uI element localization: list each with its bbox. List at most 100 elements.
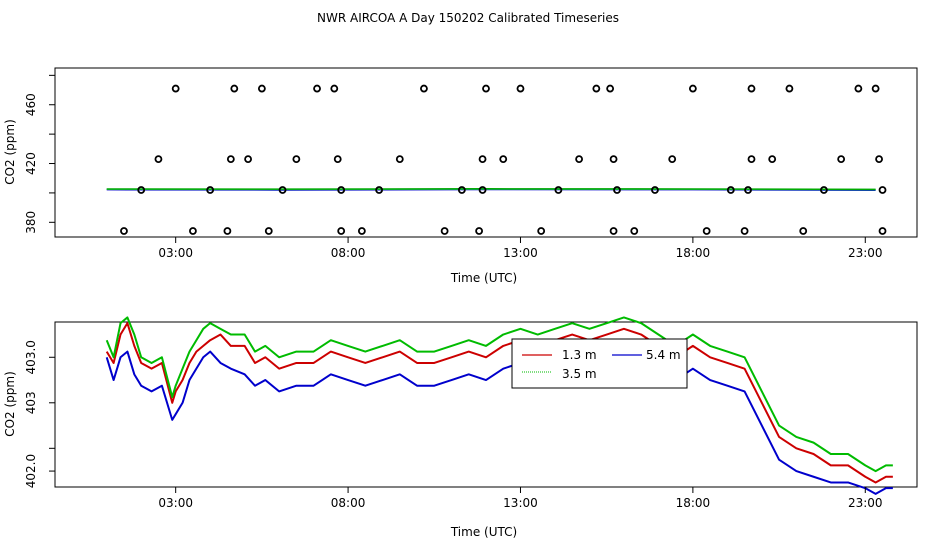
data-point <box>171 84 180 93</box>
data-point <box>120 227 128 235</box>
data-point <box>206 186 215 194</box>
data-point <box>313 84 321 93</box>
series-line-1-3-m <box>105 322 893 484</box>
chart-title: NWR AIRCOA A Day 150202 Calibrated Times… <box>317 11 619 25</box>
x-tick-label: 23:00 <box>848 496 883 510</box>
data-point <box>744 186 752 194</box>
legend: 1.3 m 5.4 m 3.5 m <box>511 338 688 389</box>
data-point <box>330 84 339 93</box>
y-tick-label: 403 <box>24 391 38 414</box>
data-point <box>609 155 618 164</box>
x-tick-label: 13:00 <box>503 246 538 260</box>
data-point <box>702 227 711 235</box>
data-point <box>747 155 756 164</box>
x-tick-label: 08:00 <box>331 246 366 260</box>
data-point <box>257 84 266 93</box>
data-point <box>395 155 404 164</box>
data-point <box>278 186 287 194</box>
data-point <box>747 84 756 93</box>
data-point <box>154 155 163 164</box>
data-point <box>688 84 697 93</box>
y-tick-label: 460 <box>24 93 38 116</box>
data-point <box>375 186 384 194</box>
data-point <box>613 186 621 194</box>
x-tick-label: 13:00 <box>503 496 538 510</box>
top-y-axis-title: CO2 (ppm) <box>3 119 17 185</box>
data-point <box>651 186 659 194</box>
data-point <box>244 155 252 164</box>
x-tick-label: 23:00 <box>848 246 883 260</box>
bottom-plot-marks <box>105 316 893 495</box>
data-point <box>740 227 749 235</box>
data-point <box>189 227 197 235</box>
data-point <box>499 155 508 164</box>
data-point <box>457 186 466 194</box>
data-point <box>606 84 615 93</box>
data-point <box>785 84 794 93</box>
data-point <box>420 84 428 93</box>
data-point <box>337 227 346 235</box>
y-tick-label: 380 <box>24 211 38 234</box>
legend-label-5-4m: 5.4 m <box>646 348 681 362</box>
data-point <box>230 84 239 93</box>
data-point <box>871 84 880 93</box>
x-tick-label: 03:00 <box>158 496 193 510</box>
bottom-x-axis: 03:00 08:00 13:00 18:00 23:00 <box>158 487 883 510</box>
data-point <box>820 186 828 194</box>
bottom-panel: 03:00 08:00 13:00 18:00 23:00 402.0403403.0 … <box>3 316 918 539</box>
data-point <box>630 227 639 235</box>
series-line-5-4-m <box>105 350 893 495</box>
data-point <box>475 227 484 235</box>
data-point <box>592 84 601 93</box>
data-point <box>554 186 563 194</box>
x-tick-label: 18:00 <box>676 496 711 510</box>
legend-label-1-3m: 1.3 m <box>562 348 597 362</box>
data-point <box>575 155 583 164</box>
data-point <box>609 227 618 235</box>
legend-box <box>511 338 688 389</box>
data-point <box>878 227 887 235</box>
data-point <box>226 155 235 164</box>
bottom-y-axis: 402.0 403 403.0 <box>24 340 55 488</box>
x-tick-label: 08:00 <box>331 496 366 510</box>
data-point <box>357 227 366 235</box>
bottom-x-axis-title: Time (UTC) <box>450 525 517 539</box>
data-point <box>799 227 808 235</box>
top-plot-frame <box>54 67 918 238</box>
series-line-3-5-m <box>105 316 893 473</box>
data-point <box>482 84 490 93</box>
data-point <box>668 155 677 164</box>
top-x-axis: 03:00 08:00 13:00 18:00 23:00 <box>158 237 883 260</box>
bottom-plot-frame <box>54 321 918 488</box>
y-tick-label: 402.0 <box>24 454 38 488</box>
data-point <box>478 186 487 194</box>
data-point <box>537 227 546 235</box>
x-tick-label: 03:00 <box>158 246 193 260</box>
data-point <box>726 186 735 194</box>
data-point <box>516 84 525 93</box>
data-point <box>440 227 449 235</box>
y-tick-label: 420 <box>24 152 38 175</box>
top-y-axis: 380 420 460 <box>24 74 55 234</box>
data-point <box>137 186 146 194</box>
data-point <box>837 155 846 164</box>
data-point <box>264 227 273 235</box>
top-panel: 03:00 08:00 13:00 18:00 23:00 380 420 460 Time… <box>3 67 918 285</box>
data-point <box>337 186 346 194</box>
data-point <box>292 155 301 164</box>
x-tick-label: 18:00 <box>676 246 711 260</box>
data-point <box>333 155 342 164</box>
data-point <box>854 84 863 93</box>
data-point <box>878 186 887 194</box>
data-point <box>478 155 487 164</box>
y-tick-label: 403.0 <box>24 340 38 374</box>
top-series-line <box>106 188 876 191</box>
data-point <box>875 155 883 164</box>
top-plot-marks <box>106 84 887 235</box>
data-point <box>223 227 232 235</box>
bottom-y-axis-title: CO2 (ppm) <box>3 371 17 437</box>
legend-label-3-5m: 3.5 m <box>562 367 597 381</box>
top-x-axis-title: Time (UTC) <box>450 271 517 285</box>
data-point <box>768 155 777 164</box>
